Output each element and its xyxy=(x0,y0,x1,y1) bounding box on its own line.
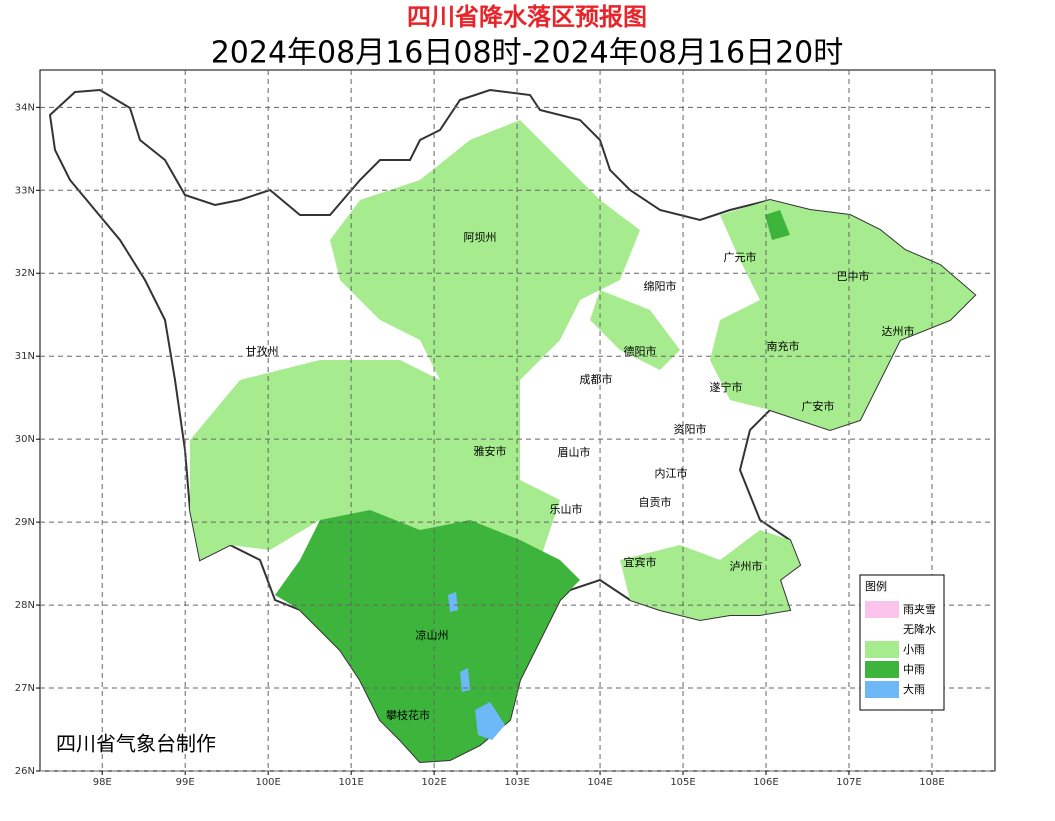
credit: 四川省气象台制作 xyxy=(56,732,216,756)
grid: 98E 99E 100E 101E 102E 103E 104E 105E 106E 107E 10… xyxy=(15,70,995,788)
moderate-rain-area xyxy=(765,210,790,240)
region-label: 德阳市 xyxy=(624,344,657,358)
region-label: 遂宁市 xyxy=(710,380,743,394)
x-tick-label: 108E xyxy=(919,777,944,788)
legend-swatch xyxy=(865,661,899,678)
heavy-rain-area xyxy=(475,702,505,740)
region-label: 广元市 xyxy=(724,250,757,264)
subtitle: 2024年08月16日08时-2024年08月16日20时 xyxy=(211,36,844,71)
x-tick-label: 103E xyxy=(504,777,529,788)
light-rain-area xyxy=(620,530,800,620)
y-tick-label: 34N xyxy=(15,102,35,113)
legend-label: 中雨 xyxy=(903,663,925,676)
light-rain-area xyxy=(590,290,680,370)
region-label: 攀枝花市 xyxy=(386,708,430,722)
region-label: 内江市 xyxy=(655,466,688,480)
heavy-rain-area xyxy=(460,668,470,692)
region-label: 南充市 xyxy=(767,339,800,353)
legend-label: 雨夹雪 xyxy=(903,603,936,616)
light-rain-area xyxy=(710,200,975,430)
x-tick-label: 99E xyxy=(176,777,195,788)
y-tick-label: 33N xyxy=(15,185,35,196)
legend-label: 大雨 xyxy=(903,682,925,696)
region-label: 成都市 xyxy=(580,372,613,386)
x-tick-label: 105E xyxy=(670,777,695,788)
legend-swatch xyxy=(865,641,899,658)
region-label: 眉山市 xyxy=(558,445,591,459)
region-label: 阿坝州 xyxy=(464,230,497,244)
legend-swatch xyxy=(865,681,899,698)
heavy-rain-area xyxy=(448,592,458,612)
y-tick-label: 30N xyxy=(15,434,35,445)
region-label: 巴中市 xyxy=(837,269,870,283)
legend-swatch xyxy=(865,621,899,638)
y-tick-label: 32N xyxy=(15,268,35,279)
y-tick-label: 31N xyxy=(15,351,35,362)
x-tick-label: 107E xyxy=(836,777,861,788)
legend-title: 图例 xyxy=(865,579,887,593)
moderate-rain-area xyxy=(275,510,580,762)
light-rain-area xyxy=(190,120,640,560)
legend-label: 小雨 xyxy=(903,643,925,656)
region-label: 宜宾市 xyxy=(624,555,657,569)
x-tick-label: 106E xyxy=(753,777,778,788)
y-tick-label: 29N xyxy=(15,517,35,528)
x-tick-label: 100E xyxy=(255,777,280,788)
y-tick-label: 28N xyxy=(15,600,35,611)
region-label: 资阳市 xyxy=(674,422,707,436)
region-label: 甘孜州 xyxy=(246,344,279,358)
x-tick-label: 101E xyxy=(338,777,363,788)
legend-swatch xyxy=(865,601,899,618)
y-tick-label: 26N xyxy=(15,766,35,777)
x-tick-label: 104E xyxy=(587,777,612,788)
region-label: 达州市 xyxy=(882,324,915,338)
region-label: 泸州市 xyxy=(730,559,763,573)
region-label: 凉山州 xyxy=(416,628,449,642)
precip-areas xyxy=(48,88,977,764)
legend-label: 无降水 xyxy=(903,622,936,636)
region-label: 广安市 xyxy=(802,399,835,413)
region-label: 自贡市 xyxy=(639,495,672,509)
x-tick-label: 102E xyxy=(421,777,446,788)
y-tick-label: 27N xyxy=(15,683,35,694)
region-label: 绵阳市 xyxy=(644,279,677,293)
region-label: 雅安市 xyxy=(474,444,507,458)
title: 四川省降水落区预报图 xyxy=(407,3,647,31)
x-tick-label: 98E xyxy=(93,777,112,788)
region-label: 乐山市 xyxy=(550,502,583,516)
